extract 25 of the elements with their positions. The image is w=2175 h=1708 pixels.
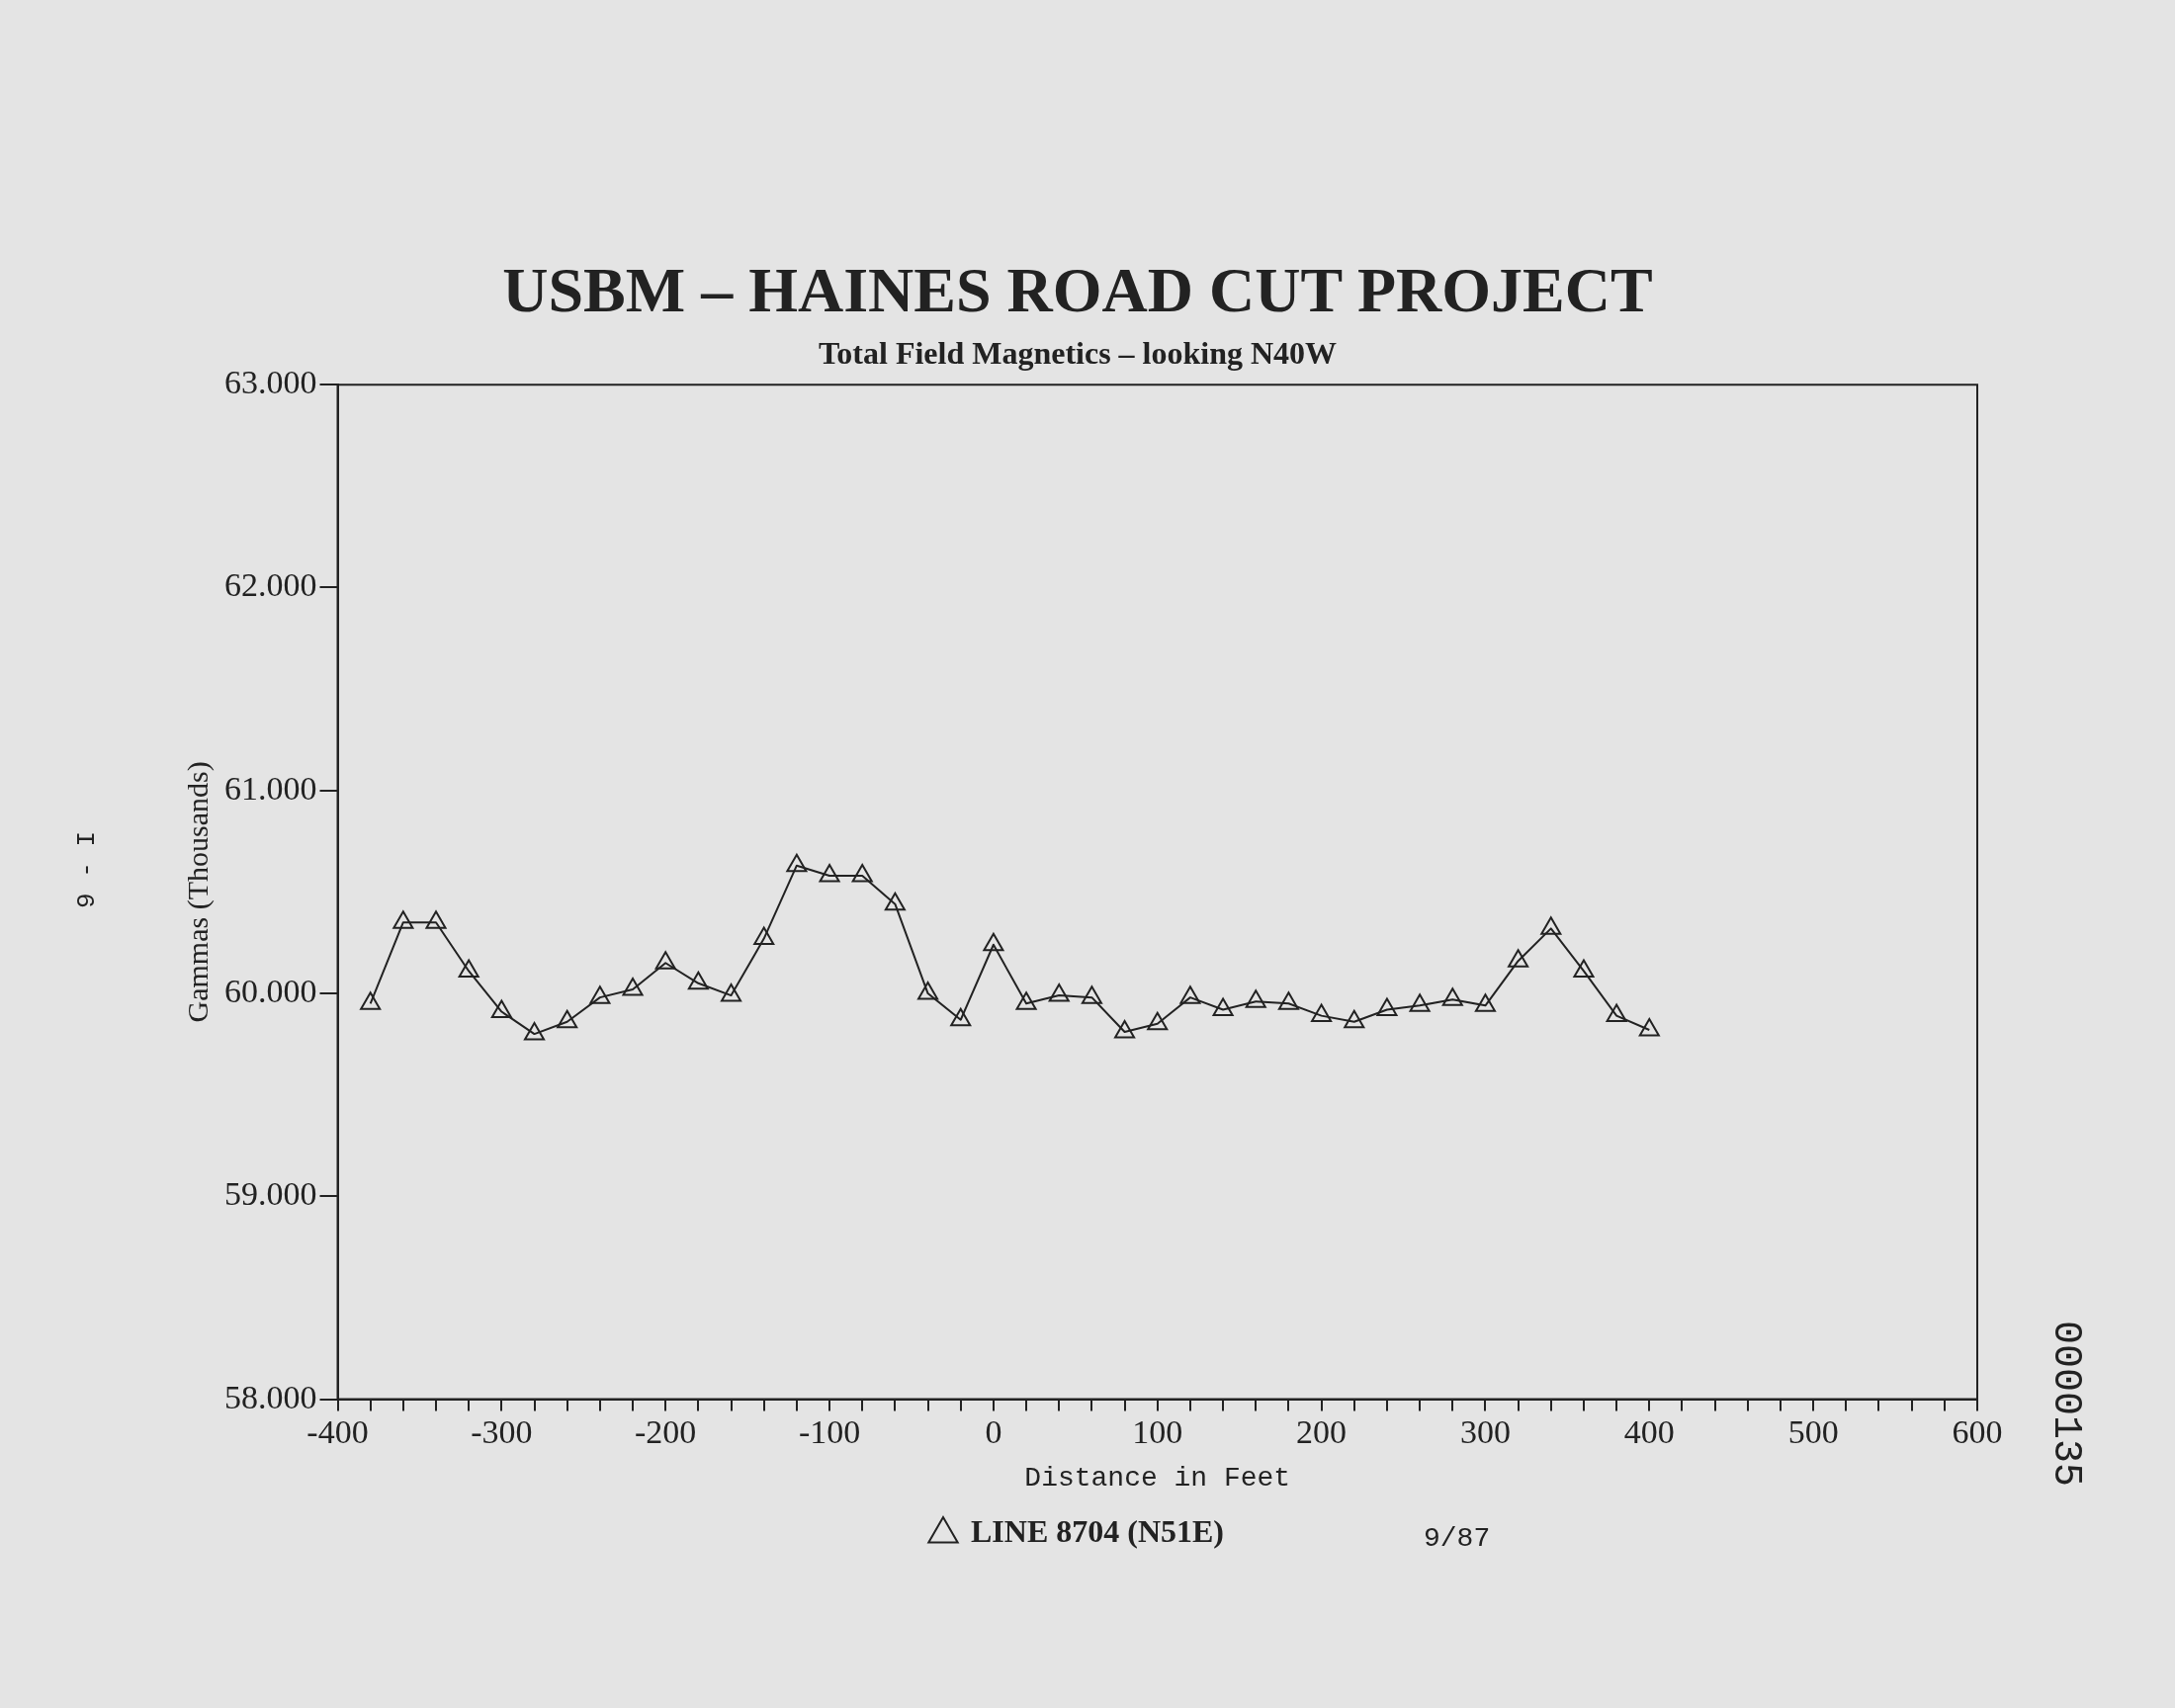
legend-label: LINE 8704 (N51E)	[970, 1513, 1225, 1550]
y-tick-label: 60.000	[224, 972, 317, 1009]
x-tick-label: 100	[1132, 1412, 1183, 1450]
x-tick-label: 300	[1459, 1412, 1511, 1450]
y-axis-title: Gammas (Thousands)	[180, 761, 215, 1023]
x-tick-label: -100	[798, 1412, 861, 1450]
x-tick-label: 0	[985, 1412, 1002, 1450]
text: 0000135	[2044, 1320, 2089, 1488]
x-tick-label: 200	[1296, 1412, 1348, 1450]
chart-title: USBM – HAINES ROAD CUT PROJECT	[502, 254, 1653, 325]
chart-subtitle: Total Field Magnetics – looking N40W	[818, 335, 1338, 372]
x-tick-label: 400	[1623, 1412, 1675, 1450]
x-tick-label: -400	[306, 1412, 369, 1450]
text: 9 - I	[71, 830, 102, 909]
x-tick-label: -200	[635, 1412, 697, 1450]
y-tick-label: 58.000	[224, 1378, 317, 1415]
x-tick-label: 500	[1787, 1412, 1839, 1450]
text: 9/87	[1424, 1523, 1491, 1555]
y-tick-label: 62.000	[224, 566, 317, 604]
y-tick-label: 61.000	[224, 769, 317, 807]
y-tick-label: 59.000	[224, 1175, 317, 1213]
x-axis-title: Distance in Feet	[1024, 1462, 1291, 1494]
y-tick-label: 63.000	[224, 364, 317, 401]
x-tick-label: -300	[471, 1412, 533, 1450]
x-tick-label: 600	[1952, 1412, 2003, 1450]
